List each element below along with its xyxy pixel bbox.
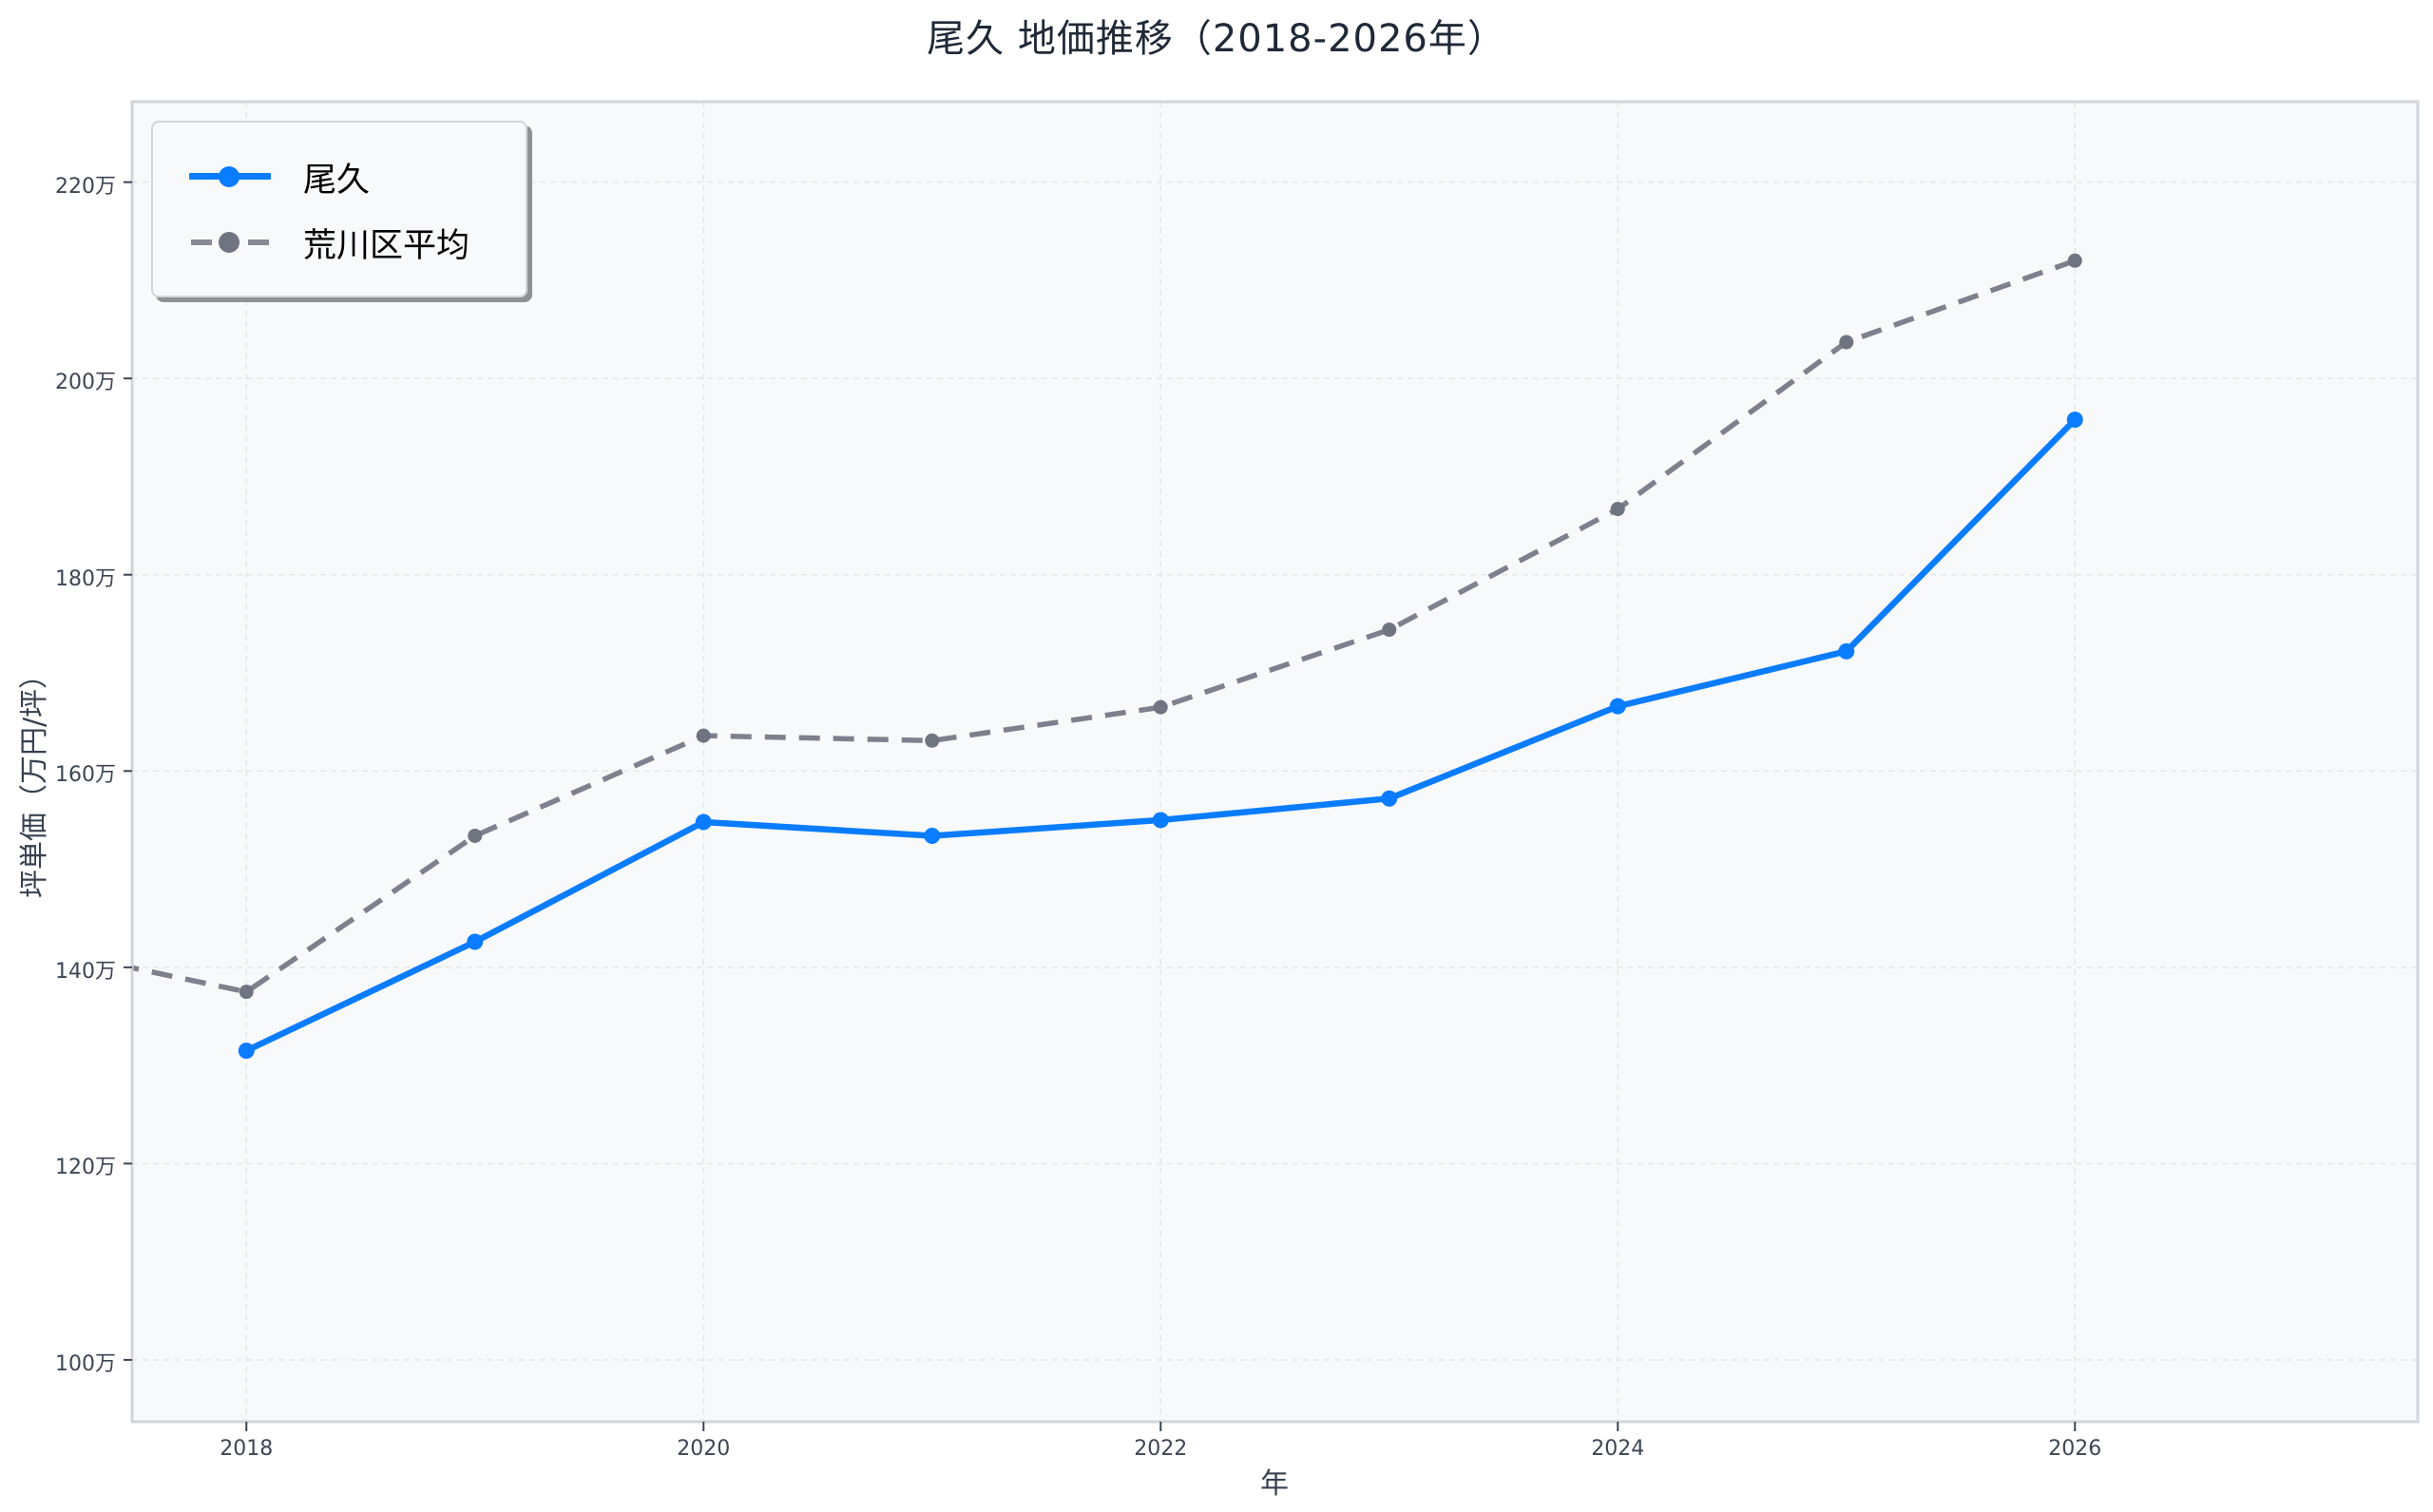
data-point-marker [924,827,941,844]
series-lines [132,253,2083,1060]
y-tick-label: 220万 [55,174,116,199]
data-point-marker [1381,790,1398,807]
plot-background [132,102,2418,1422]
legend-label: 荒川区平均 [303,226,470,265]
x-tick-label: 2022 [1134,1437,1188,1461]
legend-item-oku: 尾久 [187,156,371,200]
data-point-marker [1609,698,1626,715]
y-tick-label: 100万 [55,1351,116,1376]
y-tick-label: 140万 [55,959,116,984]
solid-line-marker-icon [187,156,273,198]
data-point-marker [468,828,483,843]
data-point-marker [2066,411,2083,429]
arakawa-average-line [132,258,2077,995]
data-point-marker [1153,699,1168,715]
x-axis-label: 年 [1260,1467,1289,1501]
data-point-marker [1152,812,1169,829]
y-tick-label: 160万 [55,763,116,788]
legend-item-arakawa-average: 荒川区平均 [187,221,469,265]
chart-title: 尾久 地価推移（2018-2026年） [927,17,1506,61]
data-point-marker [1839,335,1854,350]
x-tick-label: 2026 [2048,1437,2102,1461]
y-tick-label: 200万 [55,371,116,395]
legend: 尾久 荒川区平均 [151,121,527,297]
y-tick-label: 180万 [55,566,116,591]
x-tick-label: 2018 [220,1437,274,1461]
data-point-marker [1382,622,1397,638]
data-point-marker [467,933,484,950]
x-tick-label: 2024 [1591,1437,1645,1461]
data-point-marker [238,1043,255,1060]
axis-ticks [124,181,2077,1431]
data-point-marker [2067,253,2082,268]
dashed-line-marker-icon [187,221,273,263]
y-tick-label: 120万 [55,1156,116,1180]
data-point-marker [1838,642,1855,660]
axes-border [130,100,2420,1424]
y-axis-label: 坪単価（万円/坪） [18,660,51,899]
x-tick-label: 2020 [677,1437,731,1461]
legend-label: 尾久 [303,161,371,200]
data-point-marker [925,733,940,748]
data-point-marker [695,813,712,831]
data-point-marker [239,985,254,1000]
data-point-marker [696,728,711,743]
grid-lines [132,102,2418,1422]
data-point-marker [1610,502,1625,517]
